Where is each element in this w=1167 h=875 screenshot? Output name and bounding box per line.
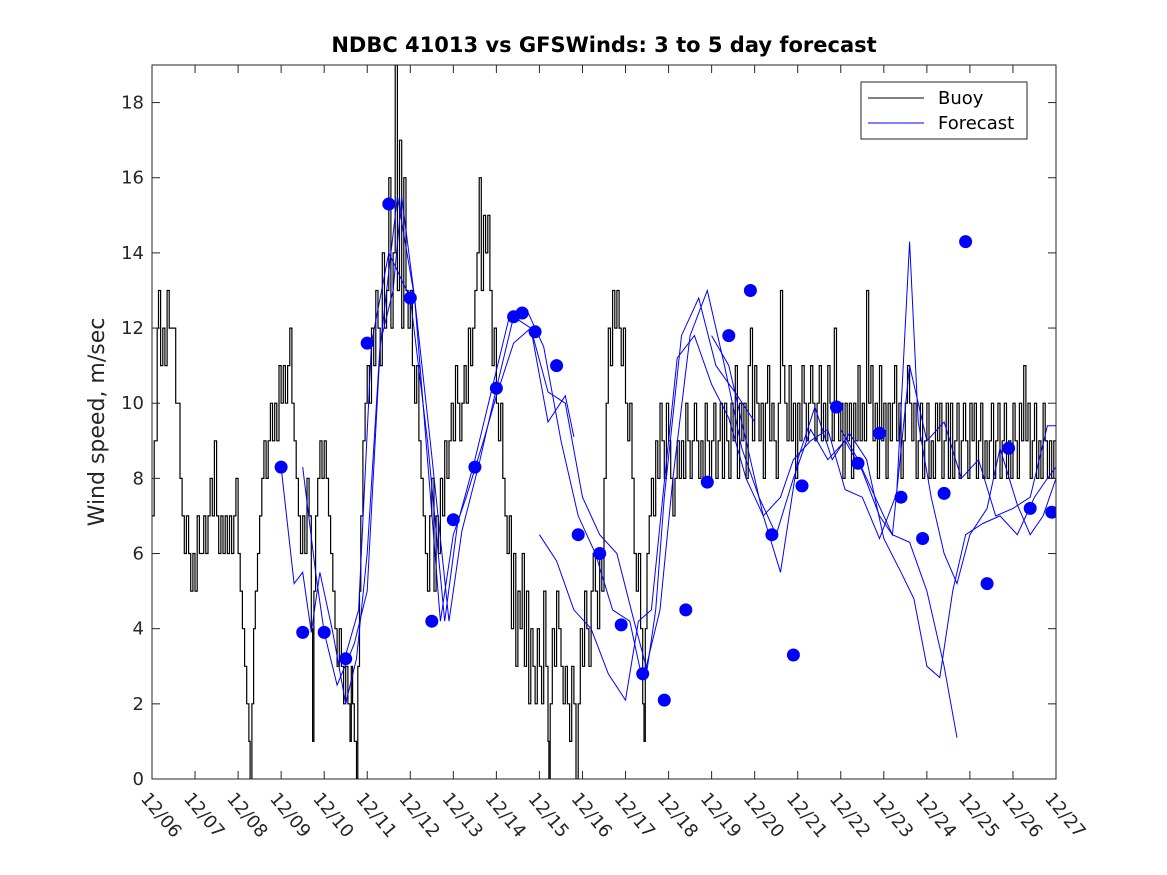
forecast-marker-14 xyxy=(528,325,542,339)
forecast-marker-23 xyxy=(722,329,736,343)
y-tick-label: 10 xyxy=(121,393,144,414)
forecast-marker-29 xyxy=(851,456,865,470)
series-layer xyxy=(152,65,1056,779)
forecast-marker-22 xyxy=(700,475,714,489)
forecast-marker-28 xyxy=(830,400,843,414)
forecast-marker-1 xyxy=(274,460,288,474)
forecast-marker-3 xyxy=(317,625,331,639)
legend: Buoy Forecast xyxy=(860,81,1028,140)
forecast-marker-5 xyxy=(360,336,374,350)
forecast-marker-26 xyxy=(786,648,800,662)
forecast-marker-35 xyxy=(980,577,994,591)
buoy-series-line xyxy=(152,65,1056,779)
forecast-marker-6 xyxy=(382,197,396,211)
forecast-marker-36 xyxy=(1002,441,1016,455)
forecast-marker-18 xyxy=(614,618,628,632)
y-tick-label: 2 xyxy=(133,694,144,715)
forecast-marker-34 xyxy=(959,235,973,249)
forecast-marker-24 xyxy=(743,284,757,297)
legend-label-buoy: Buoy xyxy=(938,88,984,109)
y-tick-label: 14 xyxy=(121,243,144,264)
y-axis-label: Wind speed, m/sec xyxy=(85,318,110,527)
forecast-marker-16 xyxy=(571,528,585,542)
y-tick-label: 8 xyxy=(133,468,144,489)
forecast-marker-2 xyxy=(296,625,310,639)
forecast-marker-7 xyxy=(403,291,417,305)
forecast-run-line-5 xyxy=(711,335,1056,679)
forecast-marker-11 xyxy=(489,381,503,395)
forecast-marker-21 xyxy=(679,603,693,617)
forecast-marker-10 xyxy=(468,460,482,474)
y-tick-label: 12 xyxy=(121,318,144,339)
axes-layer xyxy=(151,64,1057,780)
y-tick-label: 0 xyxy=(133,769,144,790)
forecast-marker-4 xyxy=(339,652,353,666)
legend-box xyxy=(860,81,1028,140)
forecast-marker-31 xyxy=(894,490,908,504)
axes-box xyxy=(151,64,1057,780)
forecast-run-line-4 xyxy=(538,241,1056,702)
forecast-marker-9 xyxy=(446,513,460,527)
chart-title: NDBC 41013 vs GFSWinds: 3 to 5 day forec… xyxy=(331,33,876,57)
y-tick-label: 16 xyxy=(121,168,144,189)
forecast-marker-37 xyxy=(1023,501,1037,515)
forecast-marker-27 xyxy=(795,479,809,493)
forecast-run-line-2 xyxy=(302,196,756,687)
y-tick-label: 18 xyxy=(121,93,144,114)
y-tick-label: 6 xyxy=(133,544,144,565)
forecast-run-line-6 xyxy=(840,365,1056,537)
legend-label-forecast: Forecast xyxy=(938,113,1014,134)
forecast-marker-13 xyxy=(515,306,529,320)
forecast-marker-32 xyxy=(916,532,930,545)
forecast-marker-20 xyxy=(657,693,671,707)
y-tick-label: 4 xyxy=(133,619,144,640)
forecast-marker-19 xyxy=(636,667,650,681)
forecast-marker-15 xyxy=(550,359,564,373)
forecast-marker-38 xyxy=(1045,505,1056,519)
forecast-marker-17 xyxy=(593,547,607,560)
forecast-marker-30 xyxy=(873,426,886,440)
forecast-marker-25 xyxy=(765,528,779,542)
forecast-marker-33 xyxy=(937,486,951,500)
forecast-marker-8 xyxy=(425,614,439,628)
forecast-run-line-1 xyxy=(280,196,575,704)
